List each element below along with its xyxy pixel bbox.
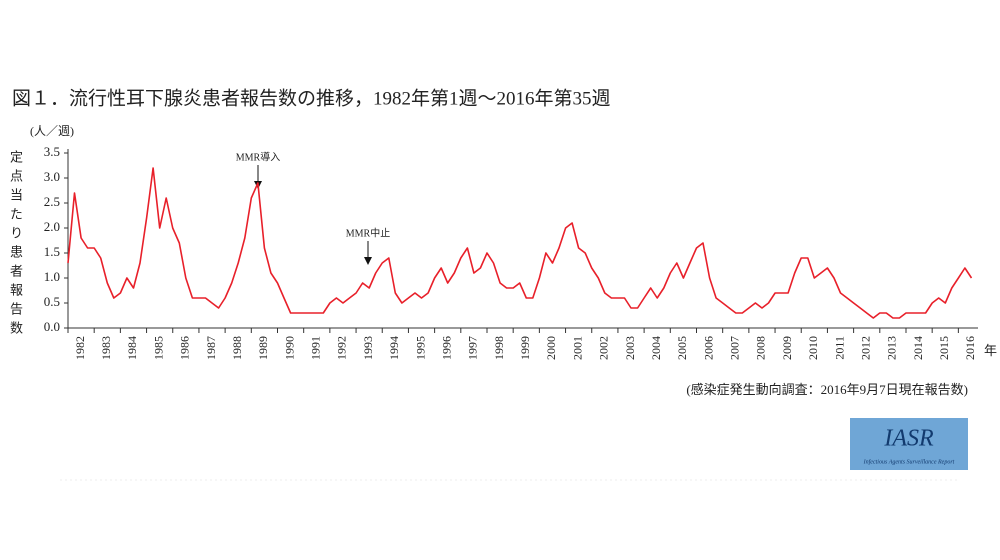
x-tick-label: 2014 xyxy=(911,336,925,360)
x-tick-label: 1984 xyxy=(125,336,139,360)
x-tick-label: 2016 xyxy=(963,336,977,360)
y-tick-label: 3.5 xyxy=(44,144,60,159)
x-tick-label: 2000 xyxy=(544,336,558,360)
annotation: MMR導入 xyxy=(236,150,280,163)
x-tick-label: 1988 xyxy=(230,336,244,360)
x-tick-label: 2004 xyxy=(649,336,663,360)
x-tick-label: 2001 xyxy=(570,336,584,360)
x-tick-label: 1991 xyxy=(309,336,323,360)
x-tick-label: 1986 xyxy=(178,336,192,360)
source-note: (感染症発生動向調査：2016年9月7日現在報告数) xyxy=(686,382,968,397)
y-tick-label: 1.5 xyxy=(44,244,60,259)
x-tick-label: 2006 xyxy=(701,336,715,360)
annotation-arrowhead xyxy=(364,257,372,265)
x-tick-label: 1985 xyxy=(151,336,165,360)
y-tick-label: 0.0 xyxy=(44,319,60,334)
x-tick-label: 2010 xyxy=(806,336,820,360)
x-tick-label: 1995 xyxy=(413,336,427,360)
x-tick-label: 1990 xyxy=(282,336,296,360)
logo-subtitle: Infectious Agents Surveillance Report xyxy=(863,458,955,465)
x-tick-label: 1989 xyxy=(256,336,270,360)
y-tick-label: 2.0 xyxy=(44,219,60,234)
x-tick-label: 2007 xyxy=(728,336,742,360)
x-tick-label: 1999 xyxy=(518,336,532,360)
x-tick-label: 1996 xyxy=(439,336,453,360)
x-tick-label: 2002 xyxy=(597,336,611,360)
x-tick-label: 1998 xyxy=(492,336,506,360)
y-axis-label: 定点当たり患者報告数 xyxy=(8,150,23,340)
x-tick-label: 2008 xyxy=(754,336,768,360)
x-tick-label: 1997 xyxy=(466,336,480,360)
x-tick-label: 1987 xyxy=(204,336,218,360)
x-tick-label: 2015 xyxy=(937,336,951,360)
x-tick-label: 1983 xyxy=(99,336,113,360)
x-tick-label: 2005 xyxy=(675,336,689,360)
y-tick-label: 2.5 xyxy=(44,194,60,209)
x-tick-label: 2003 xyxy=(623,336,637,360)
y-unit: (人／週) xyxy=(30,124,74,138)
x-tick-label: 1993 xyxy=(361,336,375,360)
x-tick-label: 1994 xyxy=(387,336,401,360)
x-unit: 年 xyxy=(984,343,997,358)
logo: IASR Infectious Agents Surveillance Repo… xyxy=(850,418,968,470)
logo-box xyxy=(850,418,968,470)
x-tick-label: 2013 xyxy=(885,336,899,360)
y-tick-label: 3.0 xyxy=(44,169,60,184)
chart-title: 図１．流行性耳下腺炎患者報告数の推移，1982年第1週〜2016年第35週 xyxy=(12,87,611,109)
y-tick-label: 1.0 xyxy=(44,269,60,284)
y-tick-label: 0.5 xyxy=(44,294,60,309)
x-tick-label: 1982 xyxy=(73,336,87,360)
x-tick-label: 2009 xyxy=(780,336,794,360)
data-line xyxy=(67,167,973,319)
x-tick-label: 2011 xyxy=(832,336,846,360)
x-tick-label: 1992 xyxy=(335,336,349,360)
annotation: MMR中止 xyxy=(346,226,390,239)
logo-text: IASR xyxy=(883,426,934,452)
x-tick-label: 2012 xyxy=(858,336,872,360)
